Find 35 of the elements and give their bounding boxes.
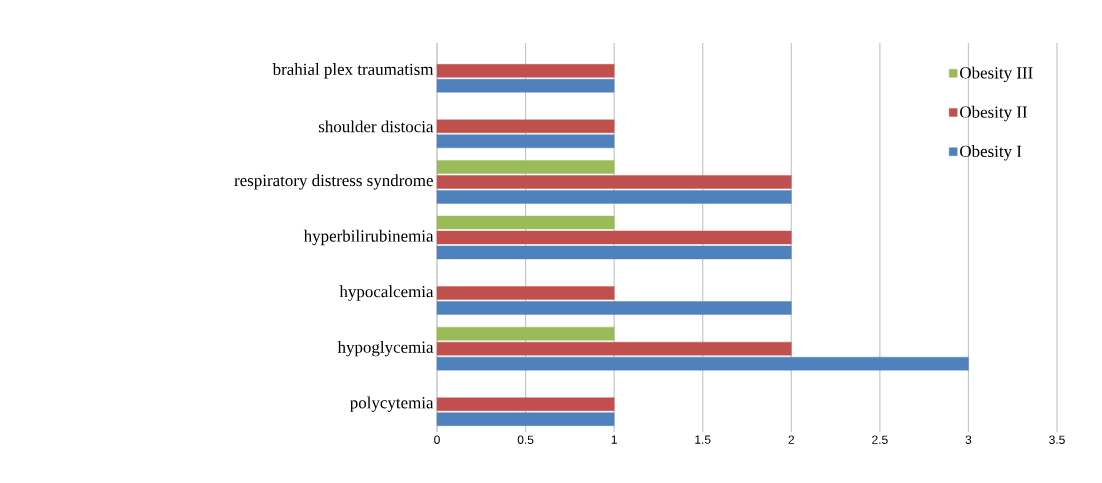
y-tick-label: hypocalcemia (339, 285, 434, 301)
y-tick-label: respiratory distress syndrome (234, 174, 433, 190)
bar (436, 397, 615, 411)
y-tick-label: shoulder distocia (318, 120, 434, 133)
x-tick-label: 3.5 (1049, 435, 1065, 444)
bar (436, 215, 615, 230)
x-tick-label: 1 (611, 435, 617, 444)
bar (436, 79, 615, 93)
legend-label: Obesity III (960, 66, 1033, 83)
y-tick-label: hyperbilirubinemia (303, 229, 434, 246)
bar (436, 175, 792, 189)
bar (436, 230, 792, 245)
y-tick-label: hypoglycemia (337, 340, 434, 357)
bar (436, 341, 792, 356)
x-tick-label: 1.5 (695, 435, 711, 444)
x-tick-label: 2.5 (872, 435, 888, 444)
bar (436, 412, 615, 426)
bar (436, 190, 792, 204)
x-tick-label: 3 (965, 435, 972, 444)
bar (436, 134, 615, 149)
bar (436, 326, 615, 341)
x-tick-label: 0 (434, 435, 440, 444)
bar (436, 286, 615, 300)
bar (436, 356, 969, 371)
x-tick-label: 0.5 (517, 435, 534, 444)
bar (436, 119, 615, 134)
bar (436, 301, 792, 315)
x-tick-label: 2 (788, 435, 795, 444)
y-tick-label: polycytemia (350, 396, 434, 412)
bar (436, 245, 792, 260)
legend-label: Obesity I (960, 145, 1022, 161)
y-tick-label: brahial plex traumatism (272, 63, 434, 79)
bar (436, 160, 615, 174)
legend-label: Obesity II (960, 105, 1027, 122)
bar (436, 64, 615, 78)
